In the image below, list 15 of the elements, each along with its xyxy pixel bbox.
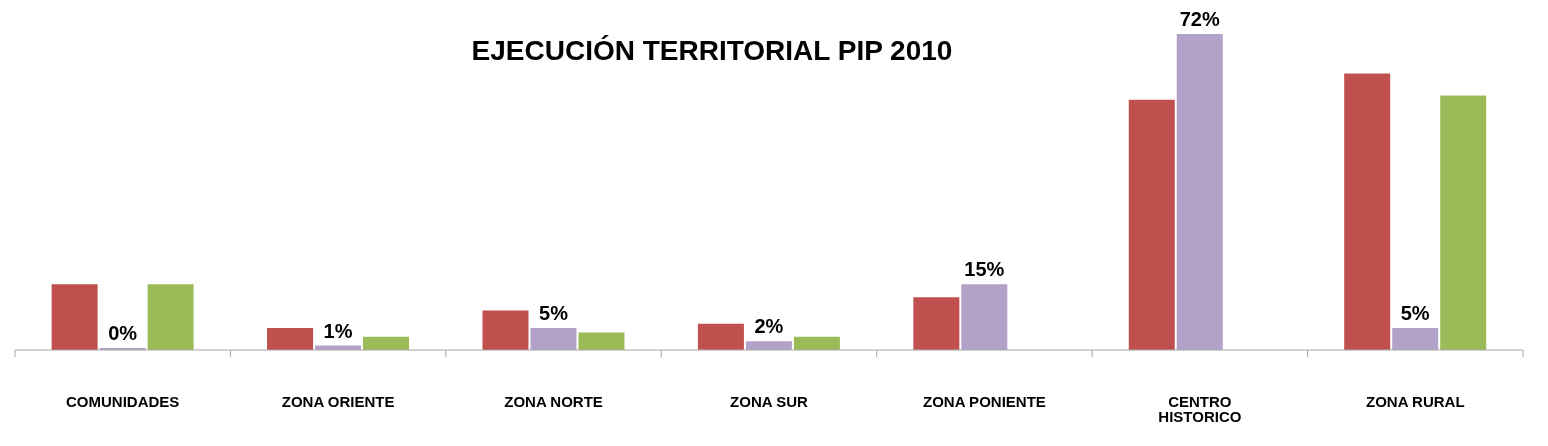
x-tick-label: ZONA SUR <box>730 392 809 410</box>
data-label: 1% <box>323 319 353 342</box>
chart-title: EJECUCIÓN TERRITORIAL PIP 2010 <box>471 35 953 66</box>
x-tick-label: ZONA PONIENTE <box>923 392 1046 410</box>
data-label: 0% <box>108 322 138 344</box>
data-label: 5% <box>539 302 569 325</box>
x-tick-label: ZONA NORTE <box>504 392 603 410</box>
data-label: 2% <box>754 315 784 338</box>
x-tick-label: COMUNIDADES <box>66 392 180 410</box>
x-tick-label: ZONA ORIENTE <box>281 392 395 410</box>
data-label: 5% <box>1400 302 1430 325</box>
data-label: 72% <box>1179 8 1220 30</box>
x-tick-label: CENTRO HISTORICO <box>1158 392 1242 425</box>
x-tick-label: ZONA RURAL <box>1365 392 1465 410</box>
data-label: 15% <box>964 258 1005 281</box>
